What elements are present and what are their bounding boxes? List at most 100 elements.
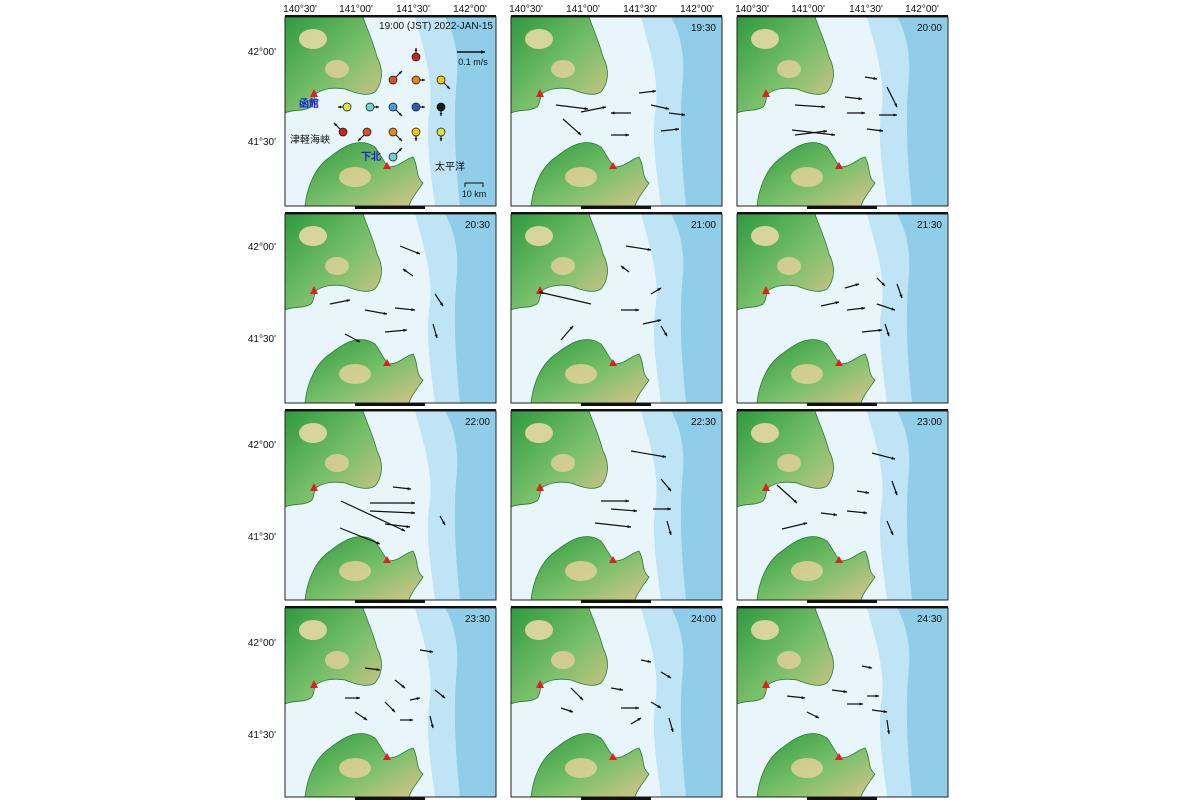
current-vector-arrow xyxy=(886,520,894,536)
mountain-area xyxy=(791,364,823,384)
mountain-area xyxy=(525,29,553,49)
mountain-area xyxy=(299,226,327,246)
observation-station-dot xyxy=(362,127,372,137)
lon-label-1-1: 141°00' xyxy=(339,4,373,15)
current-vector-arrow xyxy=(394,679,406,689)
hakodate-station-marker xyxy=(762,680,770,688)
mountain-area xyxy=(777,454,801,472)
current-vector-arrow xyxy=(660,127,680,132)
place-label-pacific: 太平洋 xyxy=(435,160,465,173)
current-vector-arrow xyxy=(610,508,638,513)
map-panel-5: 21:00 xyxy=(510,212,723,406)
current-vector-arrow xyxy=(402,268,414,277)
mountain-area xyxy=(299,29,327,49)
panel-bottom-bar xyxy=(355,403,425,406)
mountain-area xyxy=(551,651,575,669)
panel-bottom-bar xyxy=(581,403,651,406)
observation-station-dot xyxy=(365,102,375,112)
current-vector-arrow xyxy=(339,527,381,545)
mountain-area xyxy=(565,364,597,384)
map-panel-12: 24:30 xyxy=(736,606,949,800)
shimokita-station-marker xyxy=(835,556,843,563)
current-vector-arrow xyxy=(429,715,434,729)
deep-water xyxy=(445,17,496,206)
lon-label-2-1: 141°00' xyxy=(566,4,600,15)
distance-scale-label: 10 km xyxy=(462,189,487,199)
panel-time-label: 19:00 (JST) 2022-JAN-15 xyxy=(379,21,493,32)
current-vector-arrow xyxy=(630,450,667,458)
current-vector-arrow xyxy=(806,711,820,719)
map-panel-3: 20:00 xyxy=(736,15,949,209)
deep-water xyxy=(897,411,948,600)
lat-label-r2-0: 42°00' xyxy=(248,242,276,253)
current-vector-arrow xyxy=(344,333,361,343)
speed-scale-label: 0.1 m/s xyxy=(458,57,488,67)
mountain-area xyxy=(565,167,597,187)
place-label-tsugaru-strait: 津軽海峡 xyxy=(290,133,330,146)
lon-label-1-3: 142°00' xyxy=(453,4,487,15)
mountain-area xyxy=(565,561,597,581)
lon-label-3-1: 141°00' xyxy=(791,4,825,15)
lat-label-r3-1: 41°30' xyxy=(248,532,276,543)
deep-water xyxy=(897,17,948,206)
hakodate-station-marker xyxy=(762,89,770,97)
panel-time-label: 20:00 xyxy=(917,23,942,34)
mountain-area xyxy=(525,620,553,640)
observation-station-dot xyxy=(411,75,421,85)
current-vector-arrow xyxy=(364,667,381,672)
hakodate-station-marker xyxy=(536,483,544,491)
current-vector-arrow xyxy=(392,486,412,491)
current-vector-arrow xyxy=(642,319,662,325)
panel-bottom-bar xyxy=(581,206,651,209)
deep-water xyxy=(445,411,496,600)
panel-top-bar xyxy=(285,212,496,214)
panel-top-bar xyxy=(511,409,722,411)
current-vector-arrow xyxy=(871,452,896,460)
panel-top-bar xyxy=(737,606,948,608)
current-vector-arrow xyxy=(394,307,416,312)
panel-top-bar xyxy=(511,606,722,608)
distance-scale-bar xyxy=(464,182,484,187)
panel-top-bar xyxy=(285,606,496,608)
deep-water xyxy=(445,214,496,403)
map-panel-9: 23:00 xyxy=(736,409,949,603)
current-vector-arrow xyxy=(384,328,408,333)
current-vector-arrow xyxy=(638,89,657,94)
current-vector-arrow xyxy=(650,104,670,110)
panel-top-bar xyxy=(737,212,948,214)
observation-station-dot xyxy=(388,152,398,162)
mountain-area xyxy=(791,167,823,187)
deep-water xyxy=(671,608,722,797)
mountain-area xyxy=(525,226,553,246)
lat-label-r1-0: 42°00' xyxy=(248,47,276,58)
mountain-area xyxy=(551,60,575,78)
mountain-area xyxy=(339,561,371,581)
hakodate-station-marker xyxy=(310,286,318,294)
shimokita-station-marker xyxy=(383,359,391,366)
shimokita-station-marker xyxy=(609,556,617,563)
mountain-area xyxy=(325,60,349,78)
current-vector-arrow xyxy=(861,665,873,669)
observation-station-dot xyxy=(436,102,446,112)
deep-water xyxy=(897,608,948,797)
current-vector-arrow xyxy=(786,695,806,700)
current-vector-arrow xyxy=(364,309,388,315)
panel-time-label: 24:00 xyxy=(691,614,716,625)
current-vector-arrow xyxy=(871,709,888,714)
mountain-area xyxy=(551,454,575,472)
current-vector-arrow xyxy=(434,293,444,307)
current-vector-arrow xyxy=(560,707,574,713)
lat-label-r2-1: 41°30' xyxy=(248,334,276,345)
mountain-area xyxy=(551,257,575,275)
current-vector-arrow xyxy=(660,478,672,492)
lon-label-2-3: 142°00' xyxy=(680,4,714,15)
current-vector-arrow xyxy=(864,76,878,80)
current-vector-arrow xyxy=(668,717,674,733)
deep-water xyxy=(671,411,722,600)
longitude-axis-labels: 140°30' 141°00' 141°30' 142°00' 140°30' … xyxy=(283,4,939,15)
panel-time-label: 19:30 xyxy=(691,23,716,34)
mountain-area xyxy=(299,620,327,640)
panel-time-label: 20:30 xyxy=(465,220,490,231)
current-vector-arrow xyxy=(846,510,868,515)
